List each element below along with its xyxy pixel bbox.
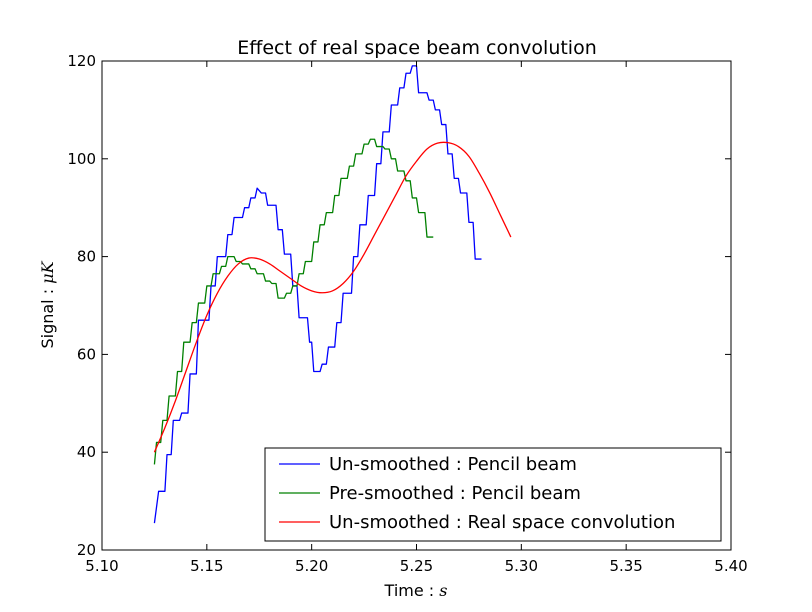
- series-line-2: [153, 141, 512, 453]
- series-line-1: [153, 138, 434, 465]
- legend-label-unsmoothed-realspace: Un-smoothed : Real space convolution: [329, 512, 675, 533]
- legend: Un-smoothed : Pencil beam Pre-smoothed :…: [264, 447, 722, 542]
- x-tick-label: 5.35: [609, 557, 642, 575]
- legend-label-unsmoothed-pencil: Un-smoothed : Pencil beam: [329, 454, 577, 475]
- legend-box: [264, 447, 722, 542]
- y-axis-title-prefix: Signal :: [38, 284, 57, 349]
- x-tick-label: 5.30: [505, 557, 538, 575]
- x-tick-label: 5.40: [714, 557, 747, 575]
- y-tick-label: 20: [77, 541, 96, 559]
- plot-layer: [153, 65, 512, 524]
- series-line-0: [153, 65, 482, 524]
- x-axis-title: Time : s: [384, 581, 448, 600]
- x-tick-label: 5.20: [295, 557, 328, 575]
- y-tick-label: 60: [77, 345, 96, 363]
- x-axis-unit: s: [439, 581, 447, 600]
- x-tick-label: 5.10: [85, 557, 118, 575]
- y-tick-label: 40: [77, 443, 96, 461]
- chart-title: Effect of real space beam convolution: [237, 37, 597, 59]
- legend-label-presmoothed-pencil: Pre-smoothed : Pencil beam: [329, 483, 581, 504]
- y-axis-unit: μK: [38, 260, 57, 283]
- x-axis-title-prefix: Time :: [384, 581, 440, 600]
- y-tick-label: 120: [67, 52, 96, 70]
- ticks-layer: 5.10 5.15 5.20 5.25 5.30 5.35 5.40 20 40 60 80 100 1…: [67, 52, 747, 575]
- x-tick-label: 5.25: [400, 557, 433, 575]
- x-tick-label: 5.15: [190, 557, 223, 575]
- y-axis-title: Signal : μK: [38, 260, 57, 348]
- y-tick-label: 80: [77, 248, 96, 266]
- y-tick-label: 100: [67, 150, 96, 168]
